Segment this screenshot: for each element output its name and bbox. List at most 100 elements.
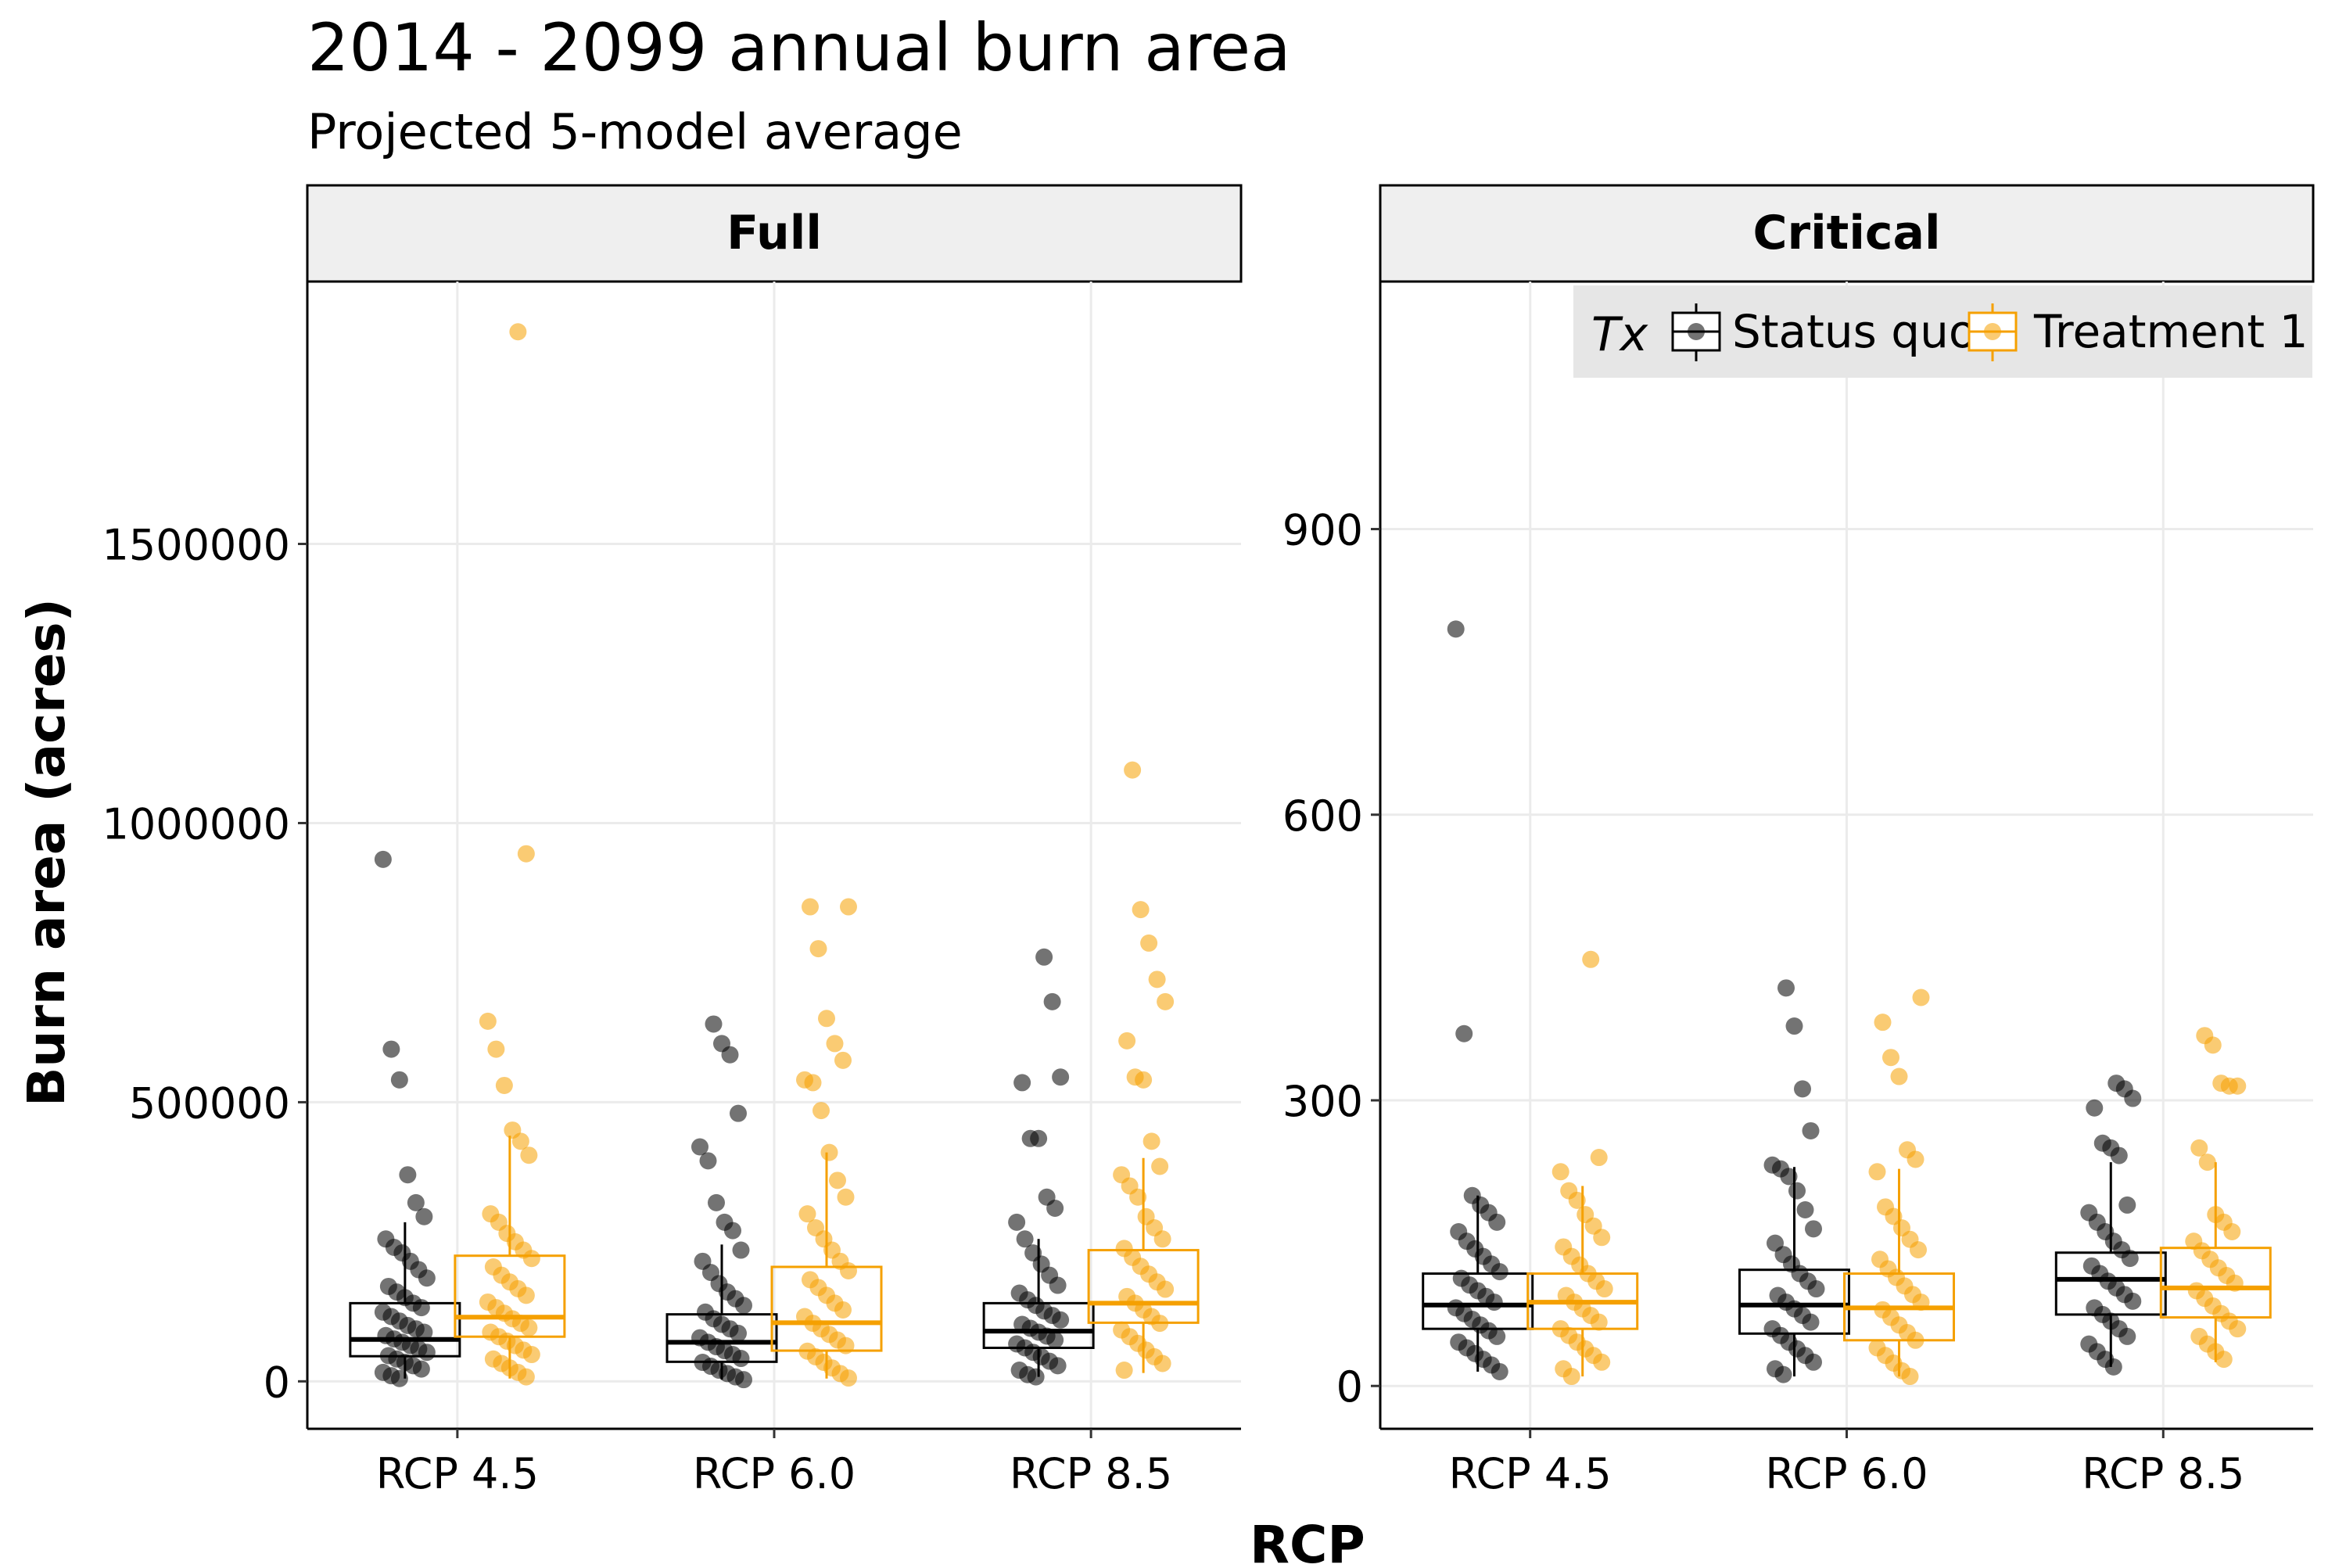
data-point	[721, 1046, 739, 1064]
data-point	[2223, 1222, 2241, 1240]
data-point	[1052, 1311, 1070, 1329]
legend-title: Tx	[1591, 307, 1648, 362]
box-iqr	[454, 1254, 566, 1338]
data-point	[834, 1051, 852, 1069]
data-point	[1148, 971, 1166, 989]
data-point	[1008, 1213, 1026, 1231]
y-tick-label: 900	[1282, 506, 1363, 555]
data-point	[1593, 1353, 1611, 1371]
data-point	[1485, 1294, 1503, 1311]
data-point	[1890, 1067, 1908, 1085]
box-iqr	[2159, 1247, 2272, 1319]
data-point	[1777, 979, 1795, 997]
legend-label: Status quo	[1732, 305, 1976, 358]
box-iqr	[1087, 1249, 1200, 1324]
data-point	[495, 1076, 513, 1094]
data-point	[412, 1360, 430, 1378]
data-point	[1052, 1068, 1070, 1086]
legend-entry: Treatment 1	[1968, 303, 2308, 361]
chart-title: 2014 - 2099 annual burn area	[307, 9, 1291, 86]
data-point	[735, 1371, 752, 1389]
data-point	[732, 1350, 750, 1368]
x-tick-label: RCP 8.5	[1010, 1449, 1172, 1498]
data-point	[1046, 1331, 1064, 1349]
facet-strip	[306, 184, 1243, 283]
data-point	[418, 1269, 436, 1287]
data-point	[2229, 1077, 2247, 1095]
data-point	[1118, 1032, 1136, 1050]
data-point	[1582, 950, 1600, 968]
data-point	[2110, 1146, 2128, 1164]
data-point	[699, 1152, 717, 1170]
data-point	[724, 1222, 741, 1240]
data-point	[2121, 1250, 2139, 1268]
data-point	[732, 1241, 750, 1259]
data-point	[1043, 992, 1061, 1010]
y-tick-label: 0	[264, 1358, 290, 1407]
data-point	[837, 1188, 855, 1206]
panels-layer: Full 0 500000 1000000 1500000 RCP 4.5 RCP 6.0 R…	[102, 184, 2315, 1498]
data-point	[1488, 1327, 1506, 1345]
data-point	[1447, 620, 1465, 638]
data-point	[517, 845, 535, 863]
x-tick-label: RCP 4.5	[1449, 1449, 1612, 1498]
x-tick-label: RCP 8.5	[2082, 1449, 2244, 1498]
data-point	[826, 1035, 844, 1053]
data-point	[479, 1012, 497, 1030]
data-point	[2086, 1099, 2104, 1117]
data-point	[809, 940, 827, 958]
data-point	[517, 1286, 535, 1304]
data-point	[1488, 1213, 1506, 1231]
data-point	[834, 1301, 852, 1319]
panel-0: Full 0 500000 1000000 1500000 RCP 4.5 RCP 6.0 R…	[102, 184, 1243, 1498]
data-point	[1153, 1230, 1171, 1248]
data-point	[509, 323, 527, 341]
data-point	[1016, 1230, 1034, 1248]
x-tick-label: RCP 6.0	[1765, 1449, 1928, 1498]
data-point	[1153, 1355, 1171, 1372]
data-point	[412, 1299, 430, 1317]
y-tick-label: 0	[1336, 1362, 1363, 1412]
y-axis-title: Burn area (acres)	[16, 598, 77, 1107]
data-point	[2204, 1036, 2222, 1054]
data-point	[2229, 1320, 2247, 1338]
data-point	[1788, 1182, 1806, 1200]
data-point	[730, 1104, 747, 1122]
data-point	[415, 1323, 433, 1341]
data-point	[1882, 1049, 1899, 1067]
data-point	[829, 1172, 846, 1189]
data-point	[802, 898, 819, 916]
data-point	[730, 1324, 747, 1342]
data-point	[1049, 1276, 1067, 1294]
data-point	[2118, 1327, 2136, 1345]
data-point	[1157, 1280, 1175, 1298]
data-point	[1490, 1263, 1508, 1281]
data-point	[1490, 1362, 1508, 1380]
data-point	[407, 1193, 425, 1211]
legend-key-point	[1688, 323, 1705, 340]
y-tick-label: 300	[1282, 1077, 1363, 1126]
data-point	[818, 1010, 835, 1028]
facet-strip-label: Full	[726, 206, 822, 260]
data-point	[399, 1166, 417, 1184]
data-point	[522, 1346, 540, 1364]
data-point	[418, 1344, 436, 1362]
data-point	[735, 1297, 752, 1315]
data-point	[374, 850, 392, 868]
data-point	[1455, 1024, 1473, 1042]
data-point	[1802, 1313, 1820, 1331]
data-point	[812, 1102, 830, 1120]
data-point	[1551, 1163, 1569, 1181]
data-point	[1874, 1014, 1892, 1032]
data-point	[487, 1040, 505, 1058]
legend-entry: Status quo	[1671, 303, 1976, 361]
data-point	[1910, 1241, 1927, 1259]
data-point	[2104, 1358, 2122, 1376]
data-point	[520, 1319, 538, 1337]
data-point	[1805, 1353, 1822, 1371]
box-iqr	[349, 1301, 461, 1358]
data-point	[804, 1074, 822, 1092]
data-point	[1027, 1368, 1045, 1386]
